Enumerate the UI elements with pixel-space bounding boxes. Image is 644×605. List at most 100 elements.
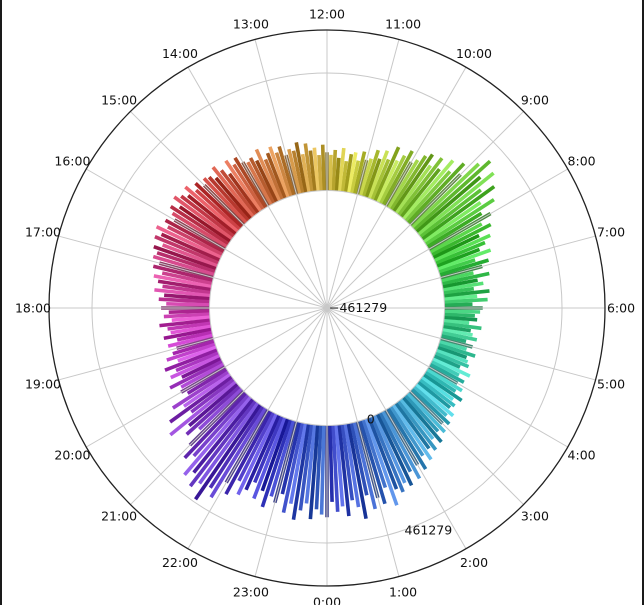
bar	[443, 289, 490, 298]
bar	[274, 152, 293, 197]
hour-tick-label: 7:00	[597, 224, 625, 239]
spoke-gridline	[85, 168, 328, 309]
hour-tick-label: 11:00	[385, 17, 421, 32]
spoke-gridline	[85, 307, 328, 448]
bar	[224, 159, 262, 213]
bar	[430, 359, 460, 377]
bar	[202, 177, 248, 224]
bar	[180, 194, 235, 238]
bar	[422, 200, 482, 243]
bar	[153, 274, 212, 289]
bar	[439, 339, 468, 352]
bar	[265, 152, 287, 199]
bar	[263, 158, 284, 201]
bar	[153, 244, 217, 271]
bar	[244, 414, 281, 491]
hour-tick-label: 15:00	[101, 93, 137, 108]
bar	[186, 367, 228, 395]
bar	[154, 288, 211, 298]
bar	[328, 154, 333, 191]
bar	[358, 158, 373, 196]
bar	[171, 211, 228, 249]
bar	[417, 171, 495, 236]
hour-tick-label: 8:00	[568, 154, 596, 169]
bar	[438, 342, 476, 358]
bar	[260, 419, 293, 508]
bar	[346, 423, 368, 520]
bar	[419, 378, 456, 408]
hour-tick-label: 18:00	[15, 301, 51, 316]
bar	[182, 373, 232, 408]
bar	[394, 164, 432, 214]
bar	[192, 398, 255, 474]
bar	[188, 382, 239, 428]
bar	[180, 362, 225, 389]
spoke-gridline	[326, 307, 524, 505]
bar	[154, 235, 220, 265]
spoke-gridline	[326, 39, 400, 309]
bar	[389, 155, 428, 211]
bar	[172, 339, 215, 356]
bar	[337, 424, 351, 517]
bar	[433, 354, 461, 369]
bar	[178, 205, 232, 243]
hour-tick-label: 23:00	[233, 585, 269, 600]
bar	[211, 166, 255, 218]
bar	[381, 410, 422, 480]
bar	[187, 194, 237, 236]
bar	[370, 158, 391, 201]
hour-tick-label: 1:00	[389, 585, 417, 600]
hour-tick-label: 16:00	[54, 154, 90, 169]
bar	[194, 403, 262, 501]
bar	[358, 420, 387, 505]
spoke-gridline	[187, 307, 328, 550]
bar	[185, 385, 241, 436]
bar	[253, 415, 284, 484]
bar	[181, 356, 222, 379]
bar	[167, 333, 214, 348]
bar	[437, 345, 468, 360]
spoke-gridline	[326, 307, 467, 550]
bar	[406, 162, 466, 224]
bar	[340, 424, 355, 501]
bar	[152, 264, 214, 283]
bar	[170, 324, 212, 335]
bar	[177, 345, 217, 363]
bar	[373, 414, 407, 484]
bar	[346, 152, 358, 193]
spoke-gridline	[326, 66, 467, 309]
bar	[375, 413, 414, 487]
bar	[411, 387, 451, 426]
bar	[415, 382, 455, 418]
bar	[334, 157, 341, 191]
bar	[331, 425, 340, 512]
bar	[183, 396, 253, 477]
bar	[194, 181, 243, 229]
bar	[352, 421, 378, 510]
bar	[426, 211, 483, 249]
spoke-gridline	[58, 235, 328, 309]
radial-tick-label: −461279	[329, 300, 387, 315]
hour-tick-label: 13:00	[233, 17, 269, 32]
bar	[349, 422, 369, 496]
spoke-gridline	[130, 111, 328, 309]
hour-tick-label: 12:00	[309, 7, 345, 22]
bar	[442, 281, 484, 292]
bar	[188, 400, 257, 488]
bar	[343, 423, 361, 508]
bar	[157, 279, 212, 292]
hour-tick-label: 19:00	[25, 377, 61, 392]
bar	[219, 169, 257, 216]
bar	[171, 315, 210, 323]
bar	[298, 424, 314, 511]
bars-layer	[152, 142, 496, 520]
bar	[183, 392, 248, 460]
bar	[441, 271, 490, 286]
hour-tick-label: 14:00	[162, 46, 198, 61]
bar	[294, 142, 308, 193]
bar	[163, 327, 212, 340]
bar	[320, 144, 326, 191]
bar	[442, 278, 478, 289]
spoke-gridline	[326, 111, 524, 309]
bar	[163, 293, 210, 301]
